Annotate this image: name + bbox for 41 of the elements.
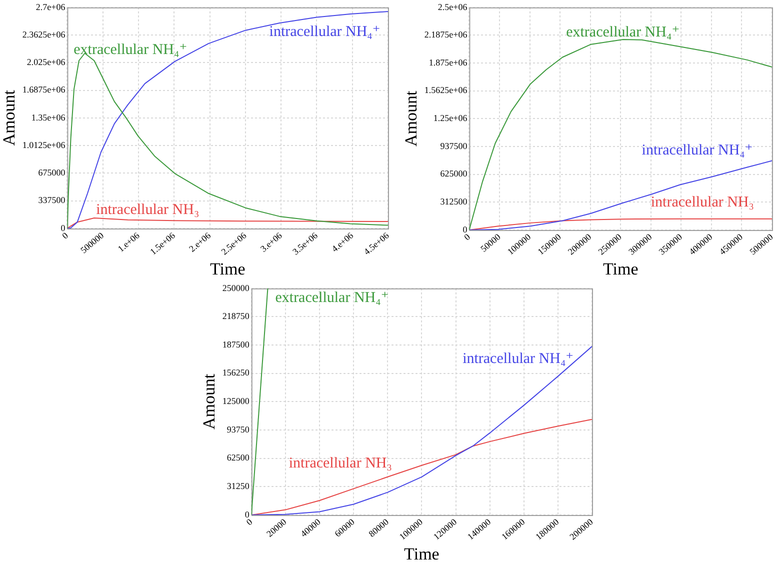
y-tick-label: 1.5625e+06: [424, 85, 468, 96]
y-tick-label: 0: [60, 222, 66, 233]
y-tick-label: 125000: [222, 396, 250, 406]
x-axis-title: Time: [404, 544, 440, 564]
y-tick-label: 312500: [440, 196, 468, 207]
series-label: intracellular NH₃: [96, 202, 200, 218]
y-axis-title: Amount: [402, 90, 421, 147]
series-label: extracellular NH₄⁺: [74, 42, 188, 58]
y-tick-label: 0: [244, 509, 250, 520]
series-label: intracellular NH₃: [650, 194, 754, 211]
y-tick-label: 62500: [226, 452, 250, 463]
y-tick-label: 675000: [38, 168, 66, 178]
y-tick-label: 2.3625e+06: [22, 29, 66, 40]
series-label: intracellular NH₄⁺: [462, 351, 574, 368]
y-tick-label: 2.7e+06: [36, 2, 66, 12]
y-tick-label: 156250: [222, 368, 250, 378]
y-tick-label: 218750: [222, 311, 250, 322]
y-tick-label: 1.875e+06: [428, 57, 468, 68]
series-label: intracellular NH₃: [288, 455, 392, 472]
y-tick-label: 937500: [440, 140, 468, 151]
series-label: intracellular NH₄⁺: [269, 24, 380, 40]
x-axis-title: Time: [602, 259, 638, 278]
series-label: extracellular NH₄⁺: [275, 290, 389, 306]
y-tick-label: 250000: [222, 282, 250, 293]
y-tick-label: 2.025e+06: [26, 57, 66, 68]
y-tick-label: 337500: [38, 195, 66, 206]
y-tick-label: 2.1875e+06: [424, 30, 468, 40]
y-tick-label: 187500: [222, 339, 250, 350]
x-axis-title: Time: [210, 259, 246, 278]
series-label: extracellular NH₄⁺: [566, 24, 680, 40]
y-tick-label: 625000: [440, 168, 468, 179]
series-label: intracellular NH₄⁺: [642, 142, 753, 158]
y-tick-label: 1.0125e+06: [22, 140, 66, 150]
y-tick-label: 1.25e+06: [433, 113, 468, 124]
y-axis-title: Amount: [200, 374, 219, 430]
y-tick-label: 31250: [226, 481, 250, 492]
y-axis-title: Amount: [0, 90, 19, 146]
y-tick-label: 2.5e+06: [438, 2, 468, 12]
y-tick-label: 1.6875e+06: [22, 84, 66, 95]
y-tick-label: 93750: [226, 424, 250, 434]
y-tick-label: 1.35e+06: [31, 112, 66, 122]
